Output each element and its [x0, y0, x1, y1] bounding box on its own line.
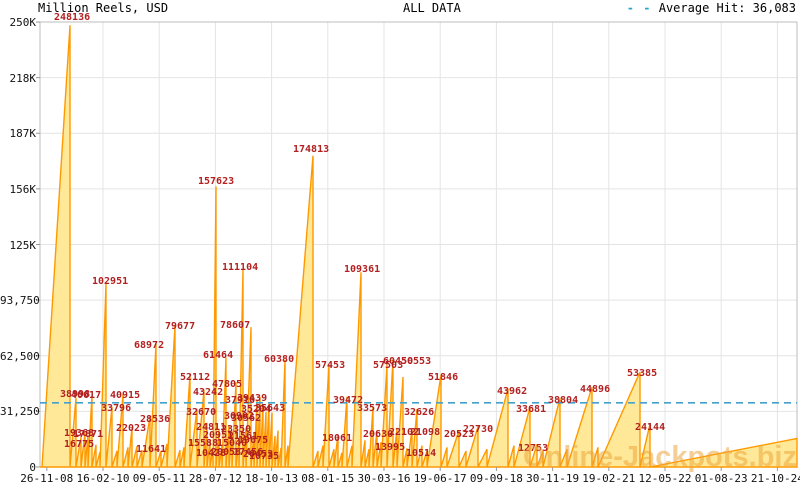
peak-value-label: 20951 [203, 430, 234, 441]
peak-value-label: 21561 [228, 431, 259, 442]
y-axis-label: 156K [9, 182, 37, 196]
x-axis-label: 09-05-11 [132, 472, 186, 485]
peak-value-label: 20630 [363, 429, 394, 440]
peak-value-label: 33796 [101, 403, 132, 414]
peak-value-label: 33573 [357, 403, 388, 414]
peak-value-label: 24144 [635, 422, 666, 433]
peak-value-label: 38804 [548, 395, 579, 406]
y-axis-label: 125K [9, 238, 37, 252]
peak-value-label: 35643 [255, 403, 286, 414]
x-axis-label: 01-08-23 [694, 472, 748, 485]
peak-value-label: 53385 [627, 368, 658, 379]
peak-value-label: 13995 [375, 442, 406, 453]
peak-value-label: 40915 [110, 390, 141, 401]
peak-value-label: 17871 [73, 429, 104, 440]
peak-value-label: 39472 [333, 395, 364, 406]
y-axis-label: 93,750 [0, 294, 40, 308]
y-axis-label: 218K [9, 71, 37, 85]
peak-value-label: 174813 [293, 144, 330, 155]
peak-value-label: 18061 [322, 433, 353, 444]
peak-value-label: 57453 [315, 360, 346, 371]
peak-value-label: 57503 [373, 360, 404, 371]
peak-value-label: 68972 [134, 340, 165, 351]
y-axis-label: 187K [9, 127, 37, 141]
peak-value-label: 102951 [92, 276, 129, 287]
peak-value-label: 19675 [238, 435, 269, 446]
chart-mode-title: ALL DATA [403, 1, 461, 15]
peak-value-label: 22102 [389, 427, 420, 438]
peak-value-label: 15040 [217, 438, 248, 449]
peak-value-label: 24811 [196, 422, 227, 433]
x-axis-label: 12-05-22 [638, 472, 692, 485]
x-axis-label: 28-07-12 [188, 472, 242, 485]
x-axis-label: 26-11-08 [20, 472, 74, 485]
peak-value-label: 23350 [221, 424, 252, 435]
peak-value-label: 35204 [241, 404, 272, 415]
peak-value-label: 51846 [428, 372, 459, 383]
peak-value-label: 10428 [196, 448, 227, 459]
jackpot-area-series [40, 25, 798, 468]
peak-value-label: 20523 [444, 429, 475, 440]
peak-value-label: 15588 [188, 438, 219, 449]
peak-value-label: 33681 [516, 404, 547, 415]
peak-value-label: 32626 [404, 407, 435, 418]
peak-value-label: 248136 [54, 12, 91, 23]
peak-value-label: 109361 [344, 264, 381, 275]
x-axis-label: 30-11-19 [526, 472, 580, 485]
y-axis-label: 250K [9, 16, 37, 29]
x-axis-label: 19-02-21 [582, 472, 636, 485]
x-axis-label: 09-09-18 [469, 472, 523, 485]
peak-value-label: 52112 [180, 372, 211, 383]
average-line-dash-icon: - - [626, 1, 652, 15]
peak-value-label: 61464 [203, 350, 234, 361]
peak-value-label: 10735 [249, 451, 280, 462]
peak-value-label: 20058 [211, 447, 242, 458]
peak-value-label: 22730 [463, 424, 494, 435]
peak-value-label: 10514 [406, 448, 437, 459]
x-axis-label: 19-06-17 [413, 472, 467, 485]
chart-series-title: Million Reels, USD [38, 1, 169, 15]
peak-value-label: 21098 [410, 427, 441, 438]
average-hit-legend-label: Average Hit: 36,083 [658, 1, 796, 15]
y-axis-label: 31,250 [0, 405, 40, 419]
peak-value-label: 47805 [212, 379, 243, 390]
peak-value-label: 16775 [64, 439, 95, 450]
peak-value-label: 44896 [580, 384, 611, 395]
peak-value-label: 19368 [64, 428, 95, 439]
peak-value-label: 30902 [224, 411, 255, 422]
peak-value-label: 20453 [243, 449, 274, 460]
x-axis-label: 18-10-13 [245, 472, 299, 485]
peak-value-label: 111104 [222, 262, 259, 273]
x-axis-label: 21-10-24 [750, 472, 800, 485]
y-axis-label: 0 [29, 461, 36, 474]
peak-value-label: 39439 [237, 393, 268, 404]
x-axis-label: 08-01-15 [301, 472, 355, 485]
peak-value-label: 157623 [198, 176, 235, 187]
peak-value-label: 28536 [140, 414, 171, 425]
peak-value-label: 79677 [165, 321, 196, 332]
peak-value-label: 43242 [193, 387, 224, 398]
peak-value-label: 11641 [136, 444, 167, 455]
y-axis-label: 62,500 [0, 349, 40, 363]
peak-value-label: 17456 [233, 447, 264, 458]
peak-value-label: 30562 [231, 413, 262, 424]
peak-value-label: 78607 [220, 320, 251, 331]
peak-value-label: 60450 [383, 356, 414, 367]
peak-value-label: 37910 [225, 395, 256, 406]
peak-value-label: 43962 [497, 386, 528, 397]
peak-value-label: 40617 [71, 390, 102, 401]
x-axis-label: 30-03-16 [357, 472, 411, 485]
x-axis-label: 16-02-10 [76, 472, 130, 485]
average-hit-legend: - - Average Hit: 36,083 [627, 1, 796, 15]
peak-value-label: 32670 [186, 407, 217, 418]
peak-value-label: 50553 [401, 356, 432, 367]
peak-value-label: 22023 [116, 423, 147, 434]
peak-value-label: 60380 [264, 354, 295, 365]
peak-value-label: 12753 [518, 443, 549, 454]
watermark: Online-Jackpots.biz [523, 441, 797, 473]
peak-value-label: 38998 [60, 389, 91, 400]
